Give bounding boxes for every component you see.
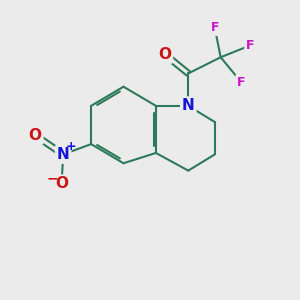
Text: N: N — [57, 147, 70, 162]
Text: O: O — [158, 47, 171, 62]
Text: F: F — [211, 21, 219, 34]
Text: F: F — [237, 76, 245, 89]
Text: O: O — [29, 128, 42, 143]
Text: +: + — [66, 140, 77, 153]
Text: −: − — [46, 172, 58, 186]
Text: O: O — [55, 176, 68, 191]
Text: N: N — [182, 98, 195, 113]
Text: F: F — [246, 39, 254, 52]
